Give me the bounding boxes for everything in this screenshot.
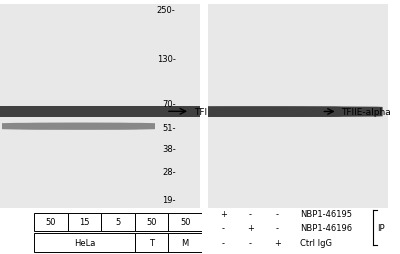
Text: NBP1-46196: NBP1-46196 xyxy=(300,223,352,232)
Text: -: - xyxy=(222,223,225,232)
Bar xyxy=(135,213,168,231)
FancyBboxPatch shape xyxy=(21,123,155,130)
FancyBboxPatch shape xyxy=(0,107,169,118)
Text: T: T xyxy=(149,238,154,247)
Text: 50: 50 xyxy=(46,217,56,227)
Text: 250-: 250- xyxy=(157,6,176,15)
FancyBboxPatch shape xyxy=(170,107,383,117)
Bar xyxy=(101,213,135,231)
Text: +: + xyxy=(220,209,227,218)
Text: -: - xyxy=(222,238,225,247)
Text: 28-: 28- xyxy=(162,167,176,176)
Bar xyxy=(34,213,68,231)
FancyBboxPatch shape xyxy=(2,123,138,130)
Text: 38-: 38- xyxy=(162,145,176,154)
Text: 50: 50 xyxy=(146,217,157,227)
FancyBboxPatch shape xyxy=(0,108,192,116)
Text: +: + xyxy=(247,223,254,232)
Text: HeLa: HeLa xyxy=(74,238,95,247)
Bar xyxy=(168,213,202,231)
Bar xyxy=(168,233,202,252)
Text: -: - xyxy=(249,209,252,218)
FancyBboxPatch shape xyxy=(10,107,230,118)
Text: IP: IP xyxy=(377,223,384,232)
Text: -: - xyxy=(276,223,279,232)
Text: 15: 15 xyxy=(79,217,90,227)
Text: -: - xyxy=(276,209,279,218)
Bar xyxy=(68,213,101,231)
Bar xyxy=(34,233,135,252)
Text: 19-: 19- xyxy=(162,196,176,204)
Text: 50: 50 xyxy=(180,217,190,227)
Bar xyxy=(135,233,168,252)
Text: 130-: 130- xyxy=(157,54,176,63)
FancyBboxPatch shape xyxy=(34,107,254,118)
Text: 70-: 70- xyxy=(162,100,176,109)
Text: TFIIE-alpha: TFIIE-alpha xyxy=(194,107,244,116)
Text: 51-: 51- xyxy=(162,123,176,132)
Text: M: M xyxy=(182,238,189,247)
Text: TFIIE-alpha: TFIIE-alpha xyxy=(341,107,391,117)
Text: +: + xyxy=(274,238,280,247)
Text: -: - xyxy=(249,238,252,247)
Text: NBP1-46195: NBP1-46195 xyxy=(300,209,352,218)
Text: 5: 5 xyxy=(115,217,121,227)
Text: Ctrl IgG: Ctrl IgG xyxy=(300,238,332,247)
FancyBboxPatch shape xyxy=(129,107,341,117)
FancyBboxPatch shape xyxy=(0,107,146,118)
